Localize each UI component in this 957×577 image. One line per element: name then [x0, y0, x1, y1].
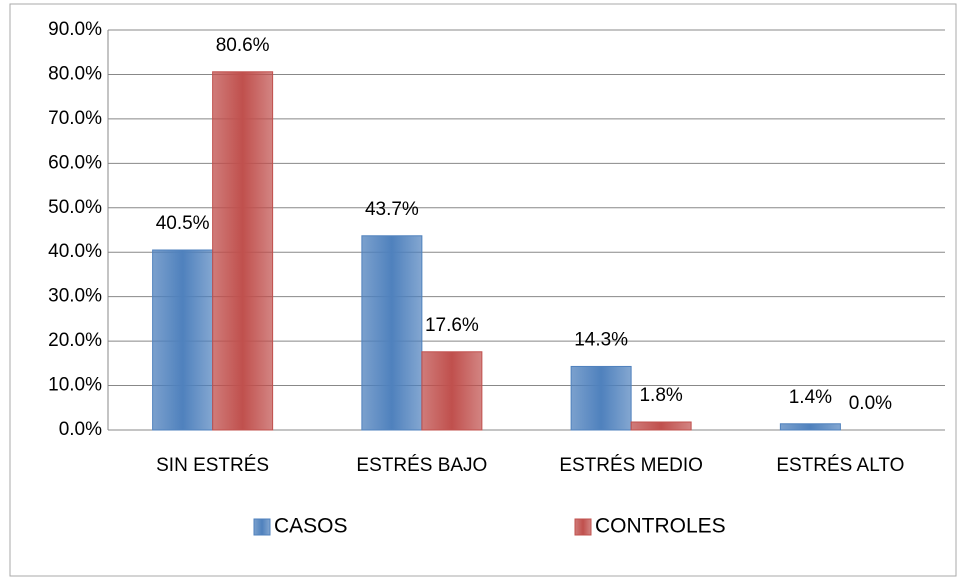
- bar: [570, 365, 632, 431]
- bar: [779, 423, 841, 431]
- y-tick-label: 30.0%: [48, 286, 102, 307]
- y-tick-label: 0.0%: [59, 419, 102, 440]
- x-tick-label: SIN ESTRÉS: [156, 455, 269, 476]
- chart-border: [9, 3, 957, 577]
- y-tick-label: 80.0%: [48, 63, 102, 84]
- legend-label: CONTROLES: [595, 515, 726, 538]
- bar: [152, 249, 214, 431]
- data-label: 0.0%: [849, 393, 892, 414]
- y-tick-label: 10.0%: [48, 375, 102, 396]
- y-tick-label: 50.0%: [48, 197, 102, 218]
- bar: [630, 421, 692, 431]
- legend-swatch: [574, 518, 592, 536]
- x-tick-label: ESTRÉS ALTO: [776, 455, 904, 476]
- data-label: 80.6%: [216, 35, 270, 56]
- data-label: 14.3%: [574, 329, 628, 350]
- data-label: 1.4%: [789, 387, 832, 408]
- legend-swatch: [253, 518, 271, 536]
- bar: [421, 351, 483, 431]
- y-tick-label: 20.0%: [48, 330, 102, 351]
- x-tick-label: ESTRÉS BAJO: [356, 455, 487, 476]
- y-tick-label: 90.0%: [48, 19, 102, 40]
- legend-label: CASOS: [274, 515, 348, 538]
- data-label: 40.5%: [156, 213, 210, 234]
- bar: [361, 235, 423, 431]
- data-label: 17.6%: [425, 315, 479, 336]
- y-tick-label: 70.0%: [48, 108, 102, 129]
- bar: [212, 71, 274, 431]
- data-label: 43.7%: [365, 199, 419, 220]
- y-tick-label: 60.0%: [48, 152, 102, 173]
- y-tick-label: 40.0%: [48, 241, 102, 262]
- x-tick-label: ESTRÉS MEDIO: [559, 455, 703, 476]
- data-label: 1.8%: [639, 385, 682, 406]
